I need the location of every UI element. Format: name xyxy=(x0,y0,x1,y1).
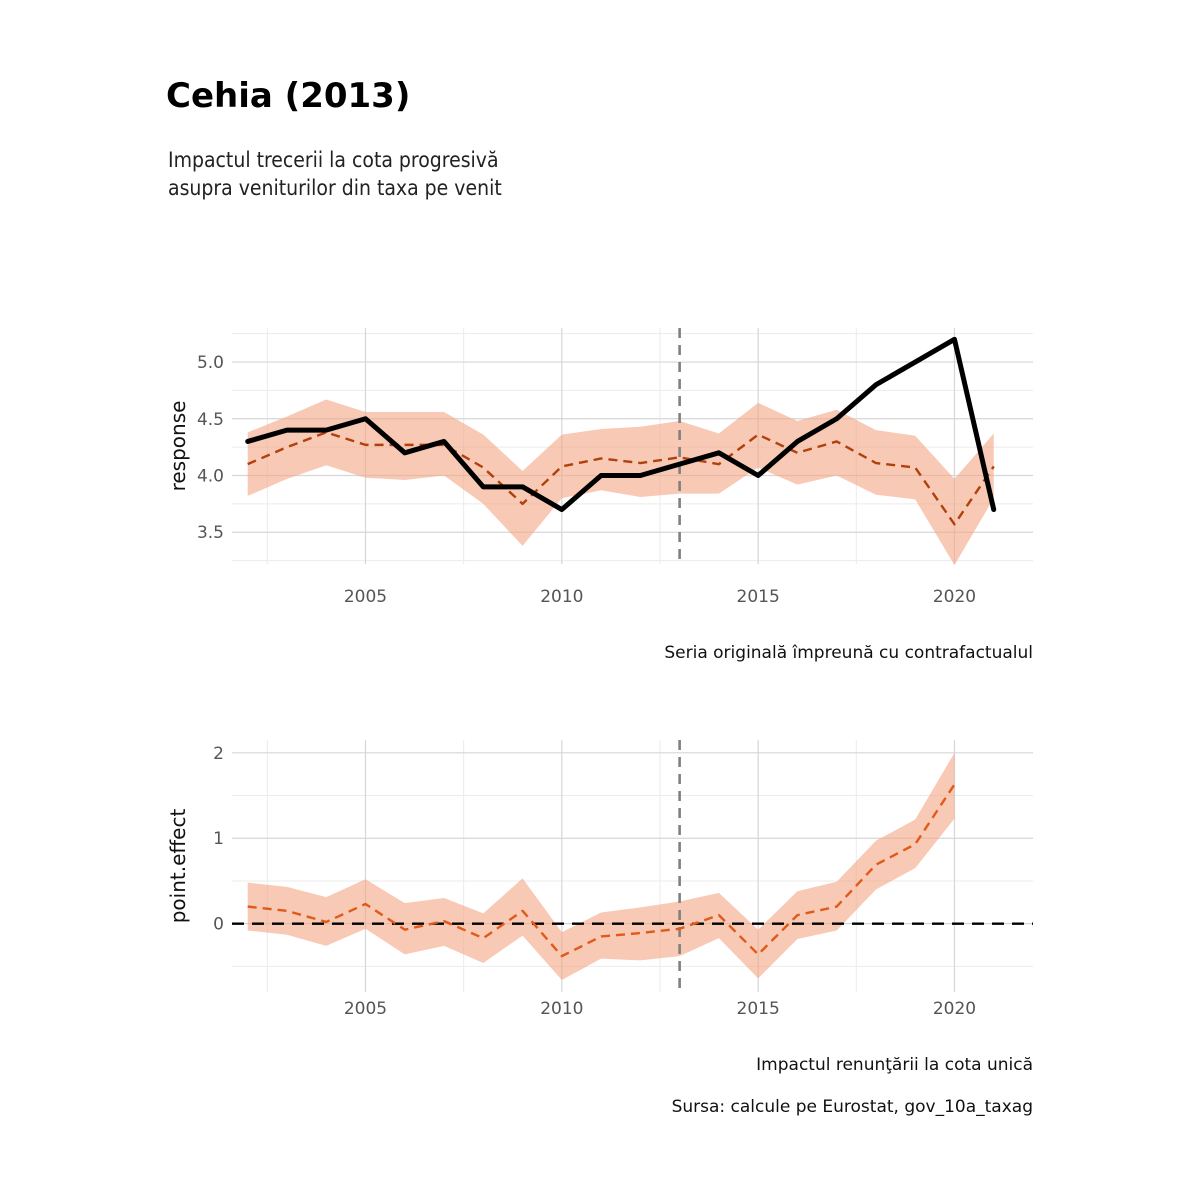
point-effect-line xyxy=(247,783,956,958)
subtitle-line-1: Impactul trecerii la cota progresivă xyxy=(168,148,499,172)
x-tick-label: 2015 xyxy=(737,587,780,607)
confidence-band xyxy=(247,752,955,981)
y-tick-label: 3.5 xyxy=(197,523,224,543)
y-tick-label: 0 xyxy=(213,915,224,935)
chart-title: Cehia (2013) xyxy=(166,76,411,116)
source-caption: Sursa: calcule pe Eurostat, gov_10a_taxa… xyxy=(672,1097,1033,1117)
confidence-band xyxy=(247,399,994,566)
x-tick-label: 2020 xyxy=(933,999,976,1019)
x-tick-label: 2010 xyxy=(540,587,583,607)
y-tick-label: 1 xyxy=(213,829,224,849)
y-tick-label: 5.0 xyxy=(197,353,224,373)
chart-subtitle: Impactul trecerii la cota progresivă asu… xyxy=(168,146,502,202)
response-panel: 2005 2010 2015 2020 3.5 4.0 4.5 5.0 response xyxy=(166,328,1033,607)
y-tick-label: 4.5 xyxy=(197,410,224,430)
point-effect-panel: 2005 2010 2015 2020 0 1 2 point.effect xyxy=(166,740,1033,1019)
subtitle-line-2: asupra veniturilor din taxa pe venit xyxy=(168,176,502,200)
y-axis-title: point.effect xyxy=(166,809,190,924)
x-tick-label: 2020 xyxy=(933,587,976,607)
y-axis-title: response xyxy=(166,401,190,492)
actual-line xyxy=(245,336,997,513)
x-tick-label: 2005 xyxy=(344,999,387,1019)
caption-response: Seria originală împreună cu contrafactua… xyxy=(664,643,1033,663)
y-tick-label: 2 xyxy=(213,744,224,764)
y-tick-label: 4.0 xyxy=(197,467,224,487)
x-tick-label: 2015 xyxy=(737,999,780,1019)
x-tick-label: 2010 xyxy=(540,999,583,1019)
caption-effect: Impactul renunţării la cota unică xyxy=(756,1055,1033,1075)
x-tick-label: 2005 xyxy=(344,587,387,607)
